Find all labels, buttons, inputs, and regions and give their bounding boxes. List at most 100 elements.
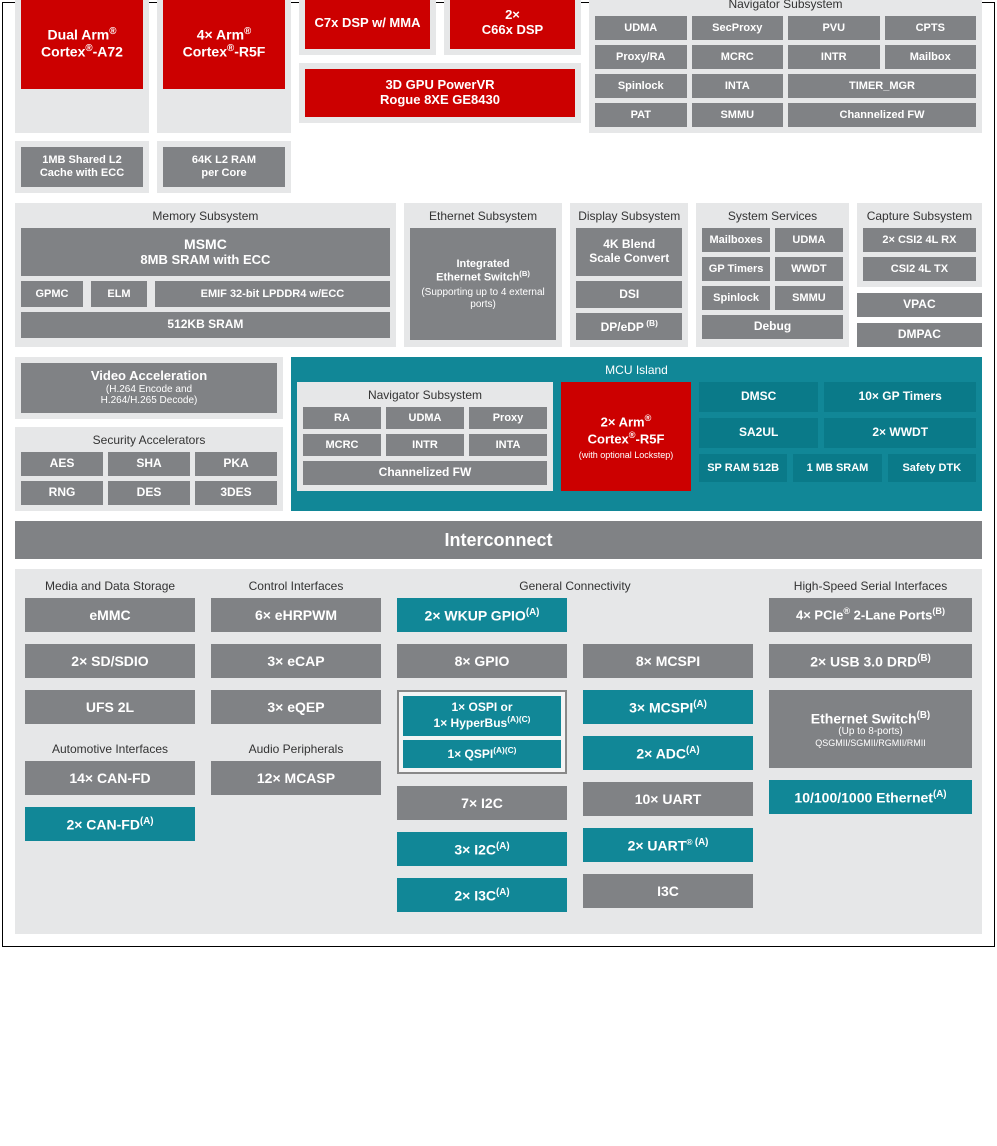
hs-col: 4× PCIe® 2-Lane Ports(B) 2× USB 3.0 DRD(B… (769, 598, 972, 814)
row3-left: Video Acceleration (H.264 Encode andH.26… (15, 357, 283, 511)
ethernet-title: Ethernet Subsystem (410, 209, 556, 223)
csi2-rx: 2× CSI2 4L RX (863, 228, 976, 252)
bottom-item: 2× WKUP GPIO(A) (397, 598, 567, 632)
auto-col: 14× CAN-FD 2× CAN-FD(A) (25, 761, 195, 841)
safetydtk-block: Safety DTK (888, 454, 976, 482)
mcunav-item: UDMA (386, 407, 464, 429)
bottom-item: 2× USB 3.0 DRD(B) (769, 644, 972, 678)
bottom-item: 2× ADC(A) (583, 736, 753, 770)
bottom-item: 10× UART (583, 782, 753, 816)
gen-left-col: 2× WKUP GPIO(A)8× GPIO1× OSPI or1× Hyper… (397, 598, 567, 924)
bottom-item: UFS 2L (25, 690, 195, 724)
gpu-section: 3D GPU PowerVRRogue 8XE GE8430 (299, 63, 581, 123)
dp-block: DP/eDP (B) (576, 313, 682, 340)
sec-item: 3DES (195, 481, 277, 505)
security-title: Security Accelerators (21, 433, 277, 447)
ctrl-title: Control Interfaces (211, 579, 381, 593)
sa2ul-block: SA2UL (699, 418, 818, 448)
col-hs: High-Speed Serial Interfaces 4× PCIe® 2-… (769, 579, 972, 924)
chip-diagram: TDA4VM Dual Arm®Cortex®-A72 4× Arm®Corte… (2, 2, 995, 947)
a72-cache: 1MB Shared L2 Cache with ECC (21, 147, 143, 187)
sys-item: Mailboxes (702, 228, 770, 252)
nav-item: TIMER_MGR (788, 74, 976, 98)
mcu-nav-title: Navigator Subsystem (303, 388, 547, 402)
audio-title: Audio Peripherals (211, 742, 381, 756)
bottom-item: 8× MCSPI (583, 644, 753, 678)
dsi-block: DSI (576, 281, 682, 308)
bottom-item: 2× SD/SDIO (25, 644, 195, 678)
nav-item: Mailbox (885, 45, 977, 69)
mcu-chfw: Channelized FW (303, 461, 547, 485)
ospi-group: 1× OSPI or1× HyperBus(A)(C)1× QSPI(A)(C) (397, 690, 567, 774)
security-grid: AESSHAPKARNGDES3DES (21, 452, 277, 505)
gpmc-block: GPMC (21, 281, 83, 307)
elm-block: ELM (91, 281, 147, 307)
bottom-item: 7× I2C (397, 786, 567, 820)
csi2-tx: CSI2 4L TX (863, 257, 976, 281)
row-3: Video Acceleration (H.264 Encode andH.26… (15, 357, 982, 511)
chip-title: TDA4VM (15, 9, 982, 35)
a72-cache-section: 1MB Shared L2 Cache with ECC (15, 141, 149, 193)
mcunav-item: Proxy (469, 407, 547, 429)
sysserv-title: System Services (702, 209, 843, 223)
bottom-item: 6× eHRPWM (211, 598, 381, 632)
mcu-nav-grid: RAUDMAProxy MCRCINTRINTA (303, 407, 547, 456)
bottom-item: 3× MCSPI(A) (583, 690, 753, 724)
msmc-block: MSMC 8MB SRAM with ECC (21, 228, 390, 276)
blend-block: 4K BlendScale Convert (576, 228, 682, 276)
auto-title: Automotive Interfaces (25, 742, 195, 756)
audio-col: 12× MCASP (211, 761, 381, 795)
mcu-nav-section: Navigator Subsystem RAUDMAProxy MCRCINTRI… (297, 382, 553, 491)
memory-section: Memory Subsystem MSMC 8MB SRAM with ECC … (15, 203, 396, 347)
memory-title: Memory Subsystem (21, 209, 390, 223)
nav-item: PAT (595, 103, 687, 127)
bottom-item: I3C (583, 874, 753, 908)
capture-section: Capture Subsystem 2× CSI2 4L RX CSI2 4L … (857, 203, 982, 287)
hs-title: High-Speed Serial Interfaces (769, 579, 972, 593)
mcu-island: MCU Island Navigator Subsystem RAUDMAPro… (291, 357, 982, 511)
bottom-item: eMMC (25, 598, 195, 632)
bottom-item: 4× PCIe® 2-Lane Ports(B) (769, 598, 972, 632)
bottom-item: 12× MCASP (211, 761, 381, 795)
mcunav-item: MCRC (303, 434, 381, 456)
nav-item: INTR (788, 45, 880, 69)
mcu-right: DMSC 10× GP Timers SA2UL 2× WWDT SP RAM … (699, 382, 976, 491)
bottom-item: 2× I3C(A) (397, 878, 567, 912)
sys-item: GP Timers (702, 257, 770, 281)
bottom-item: 2× UART® (A) (583, 828, 753, 862)
bottom-item: 1× OSPI or1× HyperBus(A)(C) (403, 696, 561, 736)
spram-block: SP RAM 512B (699, 454, 787, 482)
security-section: Security Accelerators AESSHAPKARNGDES3DE… (15, 427, 283, 511)
sysserv-section: System Services MailboxesUDMAGP TimersWW… (696, 203, 849, 347)
mcu-r5f-block: 2× Arm®Cortex®-R5F (with optional Lockst… (561, 382, 691, 491)
ethernet-switch-block: IntegratedEthernet Switch(B) (Supporting… (410, 228, 556, 340)
bottom-item: 2× CAN-FD(A) (25, 807, 195, 841)
col-media-auto: Media and Data Storage eMMC2× SD/SDIOUFS… (25, 579, 195, 924)
display-title: Display Subsystem (576, 209, 682, 223)
wwdt-block: 2× WWDT (824, 418, 976, 448)
r5f-cache: 64K L2 RAMper Core (163, 147, 285, 187)
display-section: Display Subsystem 4K BlendScale Convert … (570, 203, 688, 347)
capture-col: Capture Subsystem 2× CSI2 4L RX CSI2 4L … (857, 203, 982, 347)
bottom-item: 14× CAN-FD (25, 761, 195, 795)
capture-title: Capture Subsystem (863, 209, 976, 223)
mcunav-item: INTA (469, 434, 547, 456)
row-1b: 1MB Shared L2 Cache with ECC 64K L2 RAMp… (15, 141, 982, 193)
bottom-item: 3× I2C(A) (397, 832, 567, 866)
nav-item: SMMU (692, 103, 784, 127)
sec-item: AES (21, 452, 103, 476)
mcunav-item: RA (303, 407, 381, 429)
sys-item: UDMA (775, 228, 843, 252)
sec-item: DES (108, 481, 190, 505)
mcunav-item: INTR (386, 434, 464, 456)
col-ctrl-audio: Control Interfaces 6× eHRPWM3× eCAP3× eQ… (211, 579, 381, 924)
nav-item: MCRC (692, 45, 784, 69)
gpu-block: 3D GPU PowerVRRogue 8XE GE8430 (305, 69, 575, 117)
r5f-cache-section: 64K L2 RAMper Core (157, 141, 291, 193)
eth-switch-big: Ethernet Switch(B)(Up to 8-ports)QSGMII/… (769, 690, 972, 768)
sec-item: PKA (195, 452, 277, 476)
video-accel-section: Video Acceleration (H.264 Encode andH.26… (15, 357, 283, 419)
gptimers-block: 10× GP Timers (824, 382, 976, 412)
col-general: General Connectivity 2× WKUP GPIO(A)8× G… (397, 579, 753, 924)
bottom-item: 3× eCAP (211, 644, 381, 678)
